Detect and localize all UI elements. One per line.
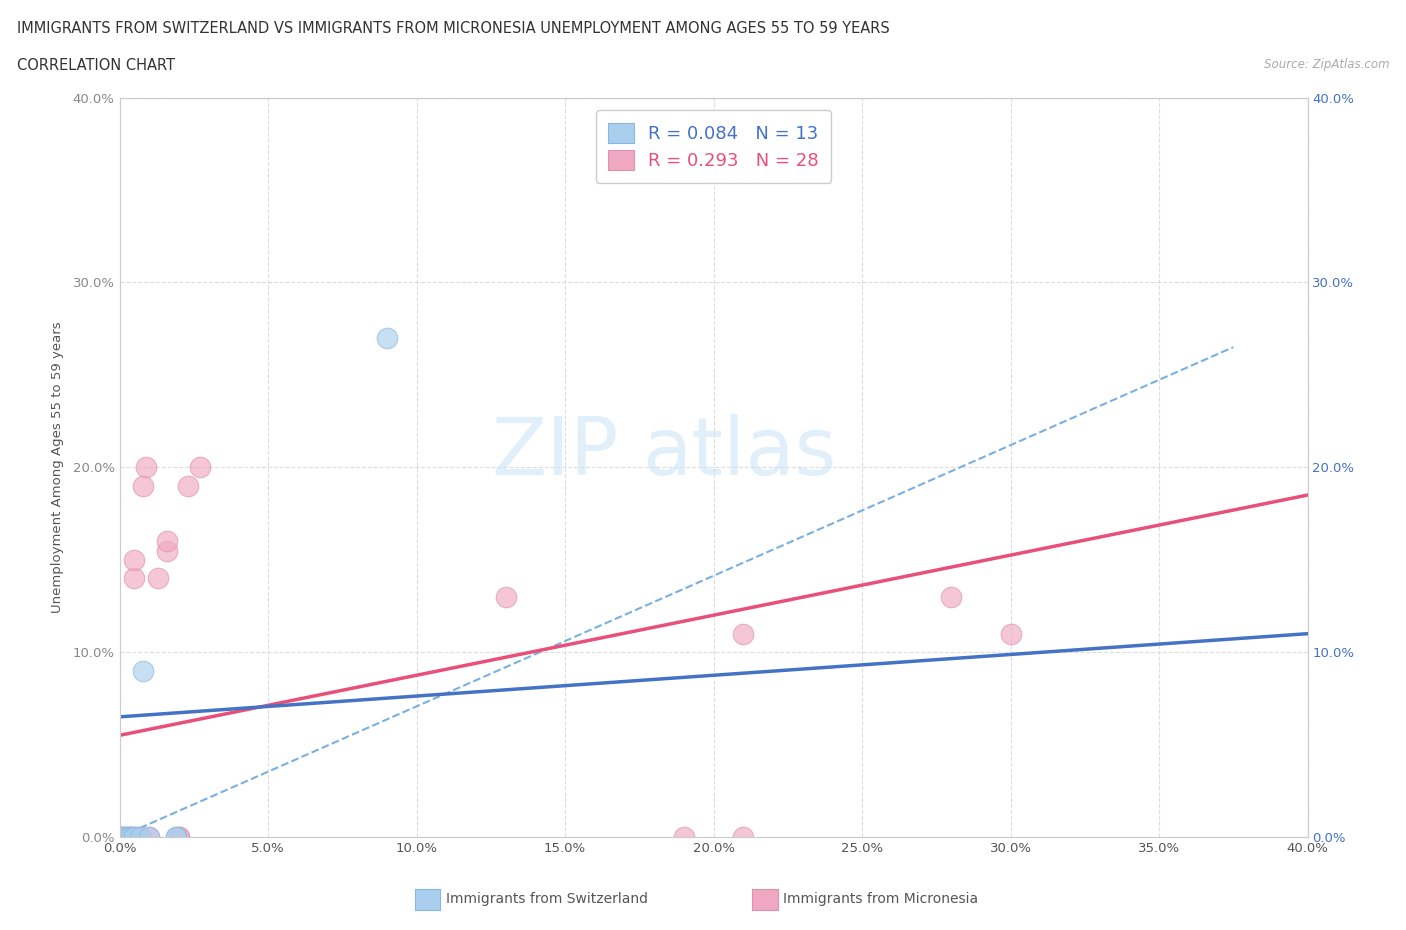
Point [138, 830, 160, 844]
Point [156, 534, 179, 549]
Point [138, 830, 160, 844]
Text: Immigrants from Switzerland: Immigrants from Switzerland [446, 892, 648, 907]
Point [135, 459, 157, 474]
Point [733, 626, 755, 641]
Point [120, 830, 142, 844]
Point [1000, 626, 1022, 641]
Point [188, 459, 211, 474]
Point [124, 830, 146, 844]
Legend: R = 0.084   N = 13, R = 0.293   N = 28: R = 0.084 N = 13, R = 0.293 N = 28 [596, 111, 831, 182]
Text: ZIP: ZIP [491, 414, 619, 492]
Point [672, 830, 695, 844]
Point [495, 590, 517, 604]
Point [132, 663, 155, 678]
Point [114, 830, 136, 844]
Point [177, 478, 200, 493]
Point [108, 830, 131, 844]
Point [129, 830, 152, 844]
Point [124, 552, 146, 567]
Point [108, 830, 131, 844]
Point [124, 830, 146, 844]
Point [111, 830, 134, 844]
Text: IMMIGRANTS FROM SWITZERLAND VS IMMIGRANTS FROM MICRONESIA UNEMPLOYMENT AMONG AGE: IMMIGRANTS FROM SWITZERLAND VS IMMIGRANT… [17, 21, 890, 36]
Point [167, 830, 190, 844]
Point [117, 830, 139, 844]
Point [129, 830, 152, 844]
Point [733, 830, 755, 844]
Text: CORRELATION CHART: CORRELATION CHART [17, 58, 174, 73]
Text: Immigrants from Micronesia: Immigrants from Micronesia [783, 892, 979, 907]
Text: atlas: atlas [643, 414, 837, 492]
Point [124, 571, 146, 586]
Point [167, 830, 190, 844]
Point [165, 830, 187, 844]
Point [132, 478, 155, 493]
Point [117, 830, 139, 844]
Point [165, 830, 187, 844]
Text: Source: ZipAtlas.com: Source: ZipAtlas.com [1264, 58, 1389, 71]
Point [120, 830, 142, 844]
Point [108, 830, 131, 844]
Point [108, 830, 131, 844]
Point [127, 830, 149, 844]
Point [120, 830, 142, 844]
Point [156, 543, 179, 558]
Point [375, 330, 398, 345]
Point [114, 830, 136, 844]
Point [146, 571, 169, 586]
Point [939, 590, 962, 604]
Y-axis label: Unemployment Among Ages 55 to 59 years: Unemployment Among Ages 55 to 59 years [51, 322, 65, 613]
Point [108, 830, 131, 844]
